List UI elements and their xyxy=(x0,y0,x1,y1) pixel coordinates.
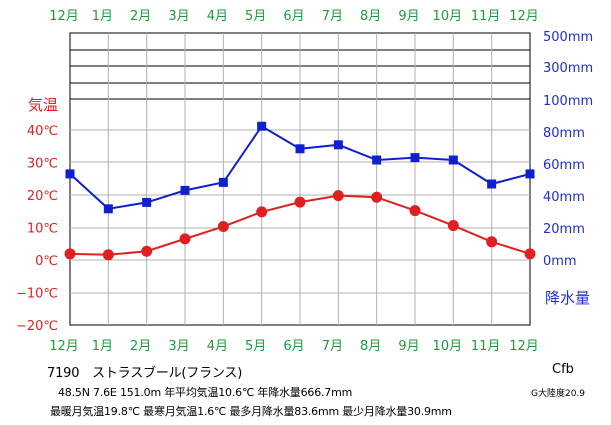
temperature-point xyxy=(524,248,536,260)
temperature-point xyxy=(409,205,421,217)
temperature-tick-label: 0℃ xyxy=(35,254,58,269)
precipitation-point xyxy=(372,155,382,165)
temperature-point xyxy=(217,221,229,233)
temperature-point xyxy=(102,249,114,261)
month-label-top: 11月 xyxy=(471,9,501,24)
temperature-point xyxy=(179,233,191,245)
temperature-point xyxy=(256,206,268,218)
month-label-top: 8月 xyxy=(360,9,381,24)
month-label-top: 2月 xyxy=(130,9,151,24)
temperature-tick-label: 10℃ xyxy=(27,222,58,237)
month-label-bottom: 3月 xyxy=(168,339,189,354)
month-label-top: 1月 xyxy=(92,9,113,24)
bottom-month-labels: 12月 1月 2月 3月 4月 5月 6月 7月 8月 9月 10月 11月 12月 xyxy=(49,339,539,354)
continentality-index: G大陸度20.9 xyxy=(531,389,586,399)
precipitation-point xyxy=(448,155,458,165)
month-label-bottom: 12月 xyxy=(49,339,79,354)
precipitation-point xyxy=(525,169,535,179)
temperature-tick-label: −20℃ xyxy=(16,319,58,334)
temperature-point xyxy=(371,191,383,203)
precipitation-point xyxy=(333,140,343,150)
month-label-bottom: 2月 xyxy=(130,339,151,354)
temperature-point xyxy=(332,190,344,202)
precipitation-point xyxy=(65,169,75,179)
series-layer xyxy=(64,121,536,261)
month-label-top: 12月 xyxy=(49,9,79,24)
month-label-top: 3月 xyxy=(168,9,189,24)
precipitation-tick-label: 100mm xyxy=(543,94,593,109)
precipitation-point xyxy=(295,144,305,154)
month-label-top: 5月 xyxy=(245,9,266,24)
precipitation-tick-label: 60mm xyxy=(543,158,585,173)
month-label-bottom: 9月 xyxy=(398,339,419,354)
temperature-axis: 気温 40℃ 30℃ 20℃ 10℃ 0℃ −10℃ −20℃ xyxy=(16,96,58,334)
station-name: 7190 ストラスブール(フランス) xyxy=(47,366,243,381)
precipitation-axis: 500mm 300mm 100mm 80mm 60mm 40mm 20mm 0mm 降水量 xyxy=(543,30,593,307)
temperature-tick-label: −10℃ xyxy=(16,287,58,302)
temperature-tick-label: 40℃ xyxy=(27,124,58,139)
month-label-bottom: 11月 xyxy=(471,339,501,354)
precipitation-point xyxy=(410,153,420,163)
precipitation-point xyxy=(218,177,228,187)
precipitation-point xyxy=(103,204,113,214)
month-label-top: 7月 xyxy=(322,9,343,24)
precipitation-point xyxy=(487,179,497,189)
station-extremes: 最暖月気温19.8℃ 最寒月気温1.6℃ 最多月降水量83.6mm 最少月降水量… xyxy=(50,405,452,418)
temperature-point xyxy=(141,245,153,257)
precipitation-tick-label: 0mm xyxy=(543,254,577,269)
month-label-top: 12月 xyxy=(509,9,539,24)
precipitation-point xyxy=(257,121,267,131)
top-month-labels: 12月 1月 2月 3月 4月 5月 6月 7月 8月 9月 10月 11月 12月 xyxy=(49,9,539,24)
precipitation-tick-label: 500mm xyxy=(543,30,593,45)
month-label-top: 4月 xyxy=(207,9,228,24)
month-label-bottom: 5月 xyxy=(245,339,266,354)
temperature-point xyxy=(447,220,459,232)
month-label-bottom: 7月 xyxy=(322,339,343,354)
month-label-bottom: 10月 xyxy=(433,339,463,354)
month-label-bottom: 12月 xyxy=(509,339,539,354)
temperature-axis-title: 気温 xyxy=(28,96,58,114)
month-label-bottom: 6月 xyxy=(283,339,304,354)
precipitation-axis-title: 降水量 xyxy=(545,289,590,307)
precipitation-point xyxy=(180,185,190,195)
month-label-bottom: 1月 xyxy=(92,339,113,354)
climate-classification: Cfb xyxy=(552,362,574,377)
temperature-point xyxy=(294,196,306,208)
precipitation-tick-label: 40mm xyxy=(543,190,585,205)
temperature-point xyxy=(64,248,76,260)
precipitation-tick-label: 80mm xyxy=(543,126,585,141)
precipitation-tick-label: 20mm xyxy=(543,222,585,237)
precipitation-tick-label: 300mm xyxy=(543,61,593,76)
month-label-bottom: 4月 xyxy=(207,339,228,354)
temperature-point xyxy=(486,236,498,248)
precipitation-point xyxy=(142,197,152,207)
station-summary: 48.5N 7.6E 151.0m 年平均気温10.6℃ 年降水量666.7mm xyxy=(58,386,353,399)
temperature-tick-label: 30℃ xyxy=(27,157,58,172)
month-label-bottom: 8月 xyxy=(360,339,381,354)
month-label-top: 9月 xyxy=(398,9,419,24)
month-label-top: 10月 xyxy=(433,9,463,24)
chart-grid xyxy=(69,32,531,326)
temperature-tick-label: 20℃ xyxy=(27,189,58,204)
month-label-top: 6月 xyxy=(283,9,304,24)
